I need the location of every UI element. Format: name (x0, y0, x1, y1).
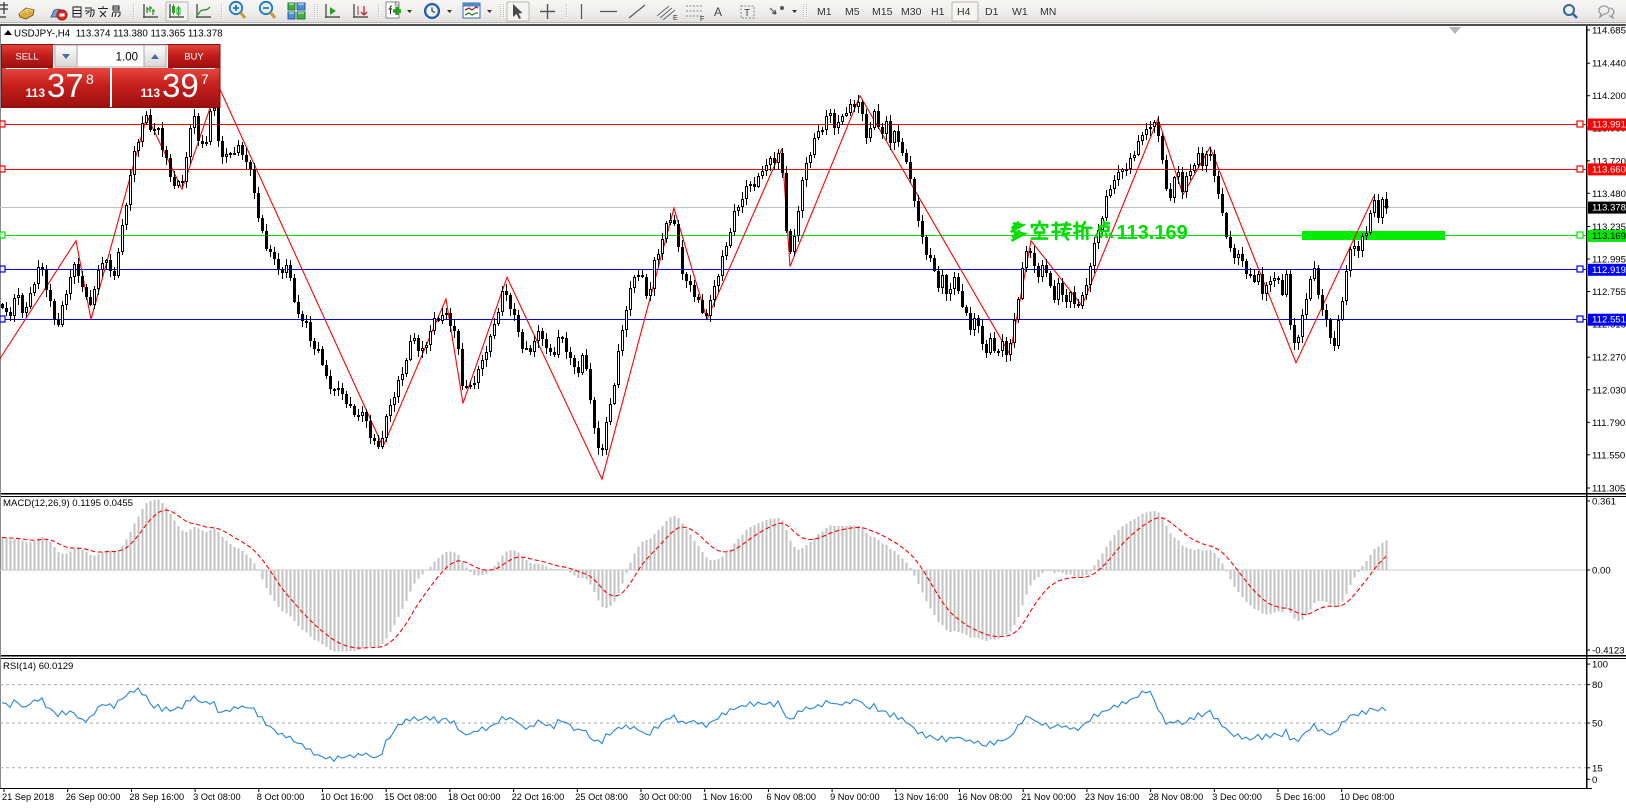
svg-text:39: 39 (162, 67, 199, 104)
svg-text:10 Dec 08:00: 10 Dec 08:00 (1340, 792, 1395, 802)
svg-text:113.480: 113.480 (1592, 189, 1626, 200)
svg-text:114.200: 114.200 (1592, 91, 1626, 102)
svg-text:113: 113 (26, 86, 46, 100)
svg-text:114.440: 114.440 (1592, 59, 1626, 70)
svg-text:E: E (673, 15, 678, 22)
svg-text:H4: H4 (957, 6, 971, 18)
svg-text:23 Nov 16:00: 23 Nov 16:00 (1085, 792, 1140, 802)
svg-text:113.660: 113.660 (1592, 164, 1626, 175)
svg-text:H1: H1 (931, 6, 945, 18)
svg-text:3 Oct 08:00: 3 Oct 08:00 (193, 792, 241, 802)
svg-text:113.991: 113.991 (1592, 120, 1626, 131)
svg-text:D1: D1 (985, 6, 999, 18)
svg-text:1 Nov 16:00: 1 Nov 16:00 (703, 792, 753, 802)
svg-text:15 Oct 08:00: 15 Oct 08:00 (384, 792, 437, 802)
svg-text:BUY: BUY (184, 52, 204, 63)
svg-text:T: T (744, 8, 750, 19)
svg-text:6 Nov 08:00: 6 Nov 08:00 (766, 792, 816, 802)
svg-text:112.030: 112.030 (1592, 385, 1626, 396)
svg-text:MN: MN (1040, 6, 1056, 18)
svg-text:113.169: 113.169 (1592, 231, 1626, 242)
svg-text:M1: M1 (817, 6, 832, 18)
svg-text:MACD(12,26,9) 0.1195 0.0455: MACD(12,26,9) 0.1195 0.0455 (3, 498, 133, 509)
svg-text:7: 7 (201, 71, 209, 87)
svg-text:8: 8 (86, 71, 94, 87)
svg-text:0: 0 (1592, 775, 1597, 786)
svg-text:28 Sep 16:00: 28 Sep 16:00 (129, 792, 184, 802)
svg-text:25 Oct 08:00: 25 Oct 08:00 (575, 792, 628, 802)
svg-text:10 Oct 16:00: 10 Oct 16:00 (321, 792, 374, 802)
svg-text:113.235: 113.235 (1592, 222, 1626, 233)
svg-text:112.270: 112.270 (1592, 353, 1626, 364)
svg-text:13 Nov 16:00: 13 Nov 16:00 (894, 792, 949, 802)
svg-text:RSI(14) 60.0129: RSI(14) 60.0129 (3, 661, 73, 672)
svg-text:28 Nov 08:00: 28 Nov 08:00 (1149, 792, 1204, 802)
svg-text:113.378: 113.378 (1592, 203, 1626, 214)
svg-text:30 Oct 00:00: 30 Oct 00:00 (639, 792, 692, 802)
svg-text:F: F (700, 16, 704, 23)
svg-text:21 Nov 00:00: 21 Nov 00:00 (1021, 792, 1076, 802)
svg-text:M5: M5 (845, 6, 860, 18)
svg-text:1.00: 1.00 (116, 52, 138, 64)
svg-text:15: 15 (1592, 763, 1603, 774)
svg-text:18 Oct 00:00: 18 Oct 00:00 (448, 792, 501, 802)
svg-text:0.361: 0.361 (1592, 497, 1616, 508)
svg-text:M15: M15 (872, 6, 893, 18)
svg-text:112.919: 112.919 (1592, 265, 1626, 276)
svg-text:9 Nov 00:00: 9 Nov 00:00 (830, 792, 880, 802)
svg-text:3 Dec 00:00: 3 Dec 00:00 (1212, 792, 1262, 802)
svg-text:22 Oct 16:00: 22 Oct 16:00 (512, 792, 565, 802)
svg-text:-0.4123: -0.4123 (1592, 646, 1625, 657)
svg-text:112.551: 112.551 (1592, 315, 1626, 326)
svg-text:114.685: 114.685 (1592, 26, 1626, 37)
svg-text:113.720: 113.720 (1592, 156, 1626, 167)
svg-text:M30: M30 (901, 6, 922, 18)
svg-text:A: A (714, 5, 722, 19)
svg-text:113: 113 (141, 86, 161, 100)
svg-text:8 Oct 00:00: 8 Oct 00:00 (257, 792, 305, 802)
svg-text:113.169: 113.169 (1117, 222, 1188, 244)
svg-text:111.550: 111.550 (1592, 450, 1625, 461)
svg-text:37: 37 (47, 67, 84, 104)
svg-text:80: 80 (1592, 680, 1603, 691)
svg-text:W1: W1 (1012, 6, 1028, 18)
svg-text:0.00: 0.00 (1592, 566, 1611, 577)
svg-text:50: 50 (1592, 719, 1603, 730)
svg-text:16 Nov 08:00: 16 Nov 08:00 (958, 792, 1013, 802)
svg-text:SELL: SELL (15, 52, 38, 63)
svg-text:111.305: 111.305 (1592, 484, 1625, 495)
svg-text:100: 100 (1592, 660, 1608, 671)
svg-text:5 Dec 16:00: 5 Dec 16:00 (1276, 792, 1326, 802)
svg-text:112.755: 112.755 (1592, 287, 1626, 298)
svg-text:21 Sep 2018: 21 Sep 2018 (2, 792, 54, 802)
svg-text:26 Sep 00:00: 26 Sep 00:00 (66, 792, 121, 802)
svg-text:USDJPY-,H4 113.374 113.380 11: USDJPY-,H4 113.374 113.380 113.365 113.3… (14, 29, 223, 40)
svg-text:111.790: 111.790 (1592, 418, 1625, 429)
svg-text:112.995: 112.995 (1592, 255, 1626, 266)
